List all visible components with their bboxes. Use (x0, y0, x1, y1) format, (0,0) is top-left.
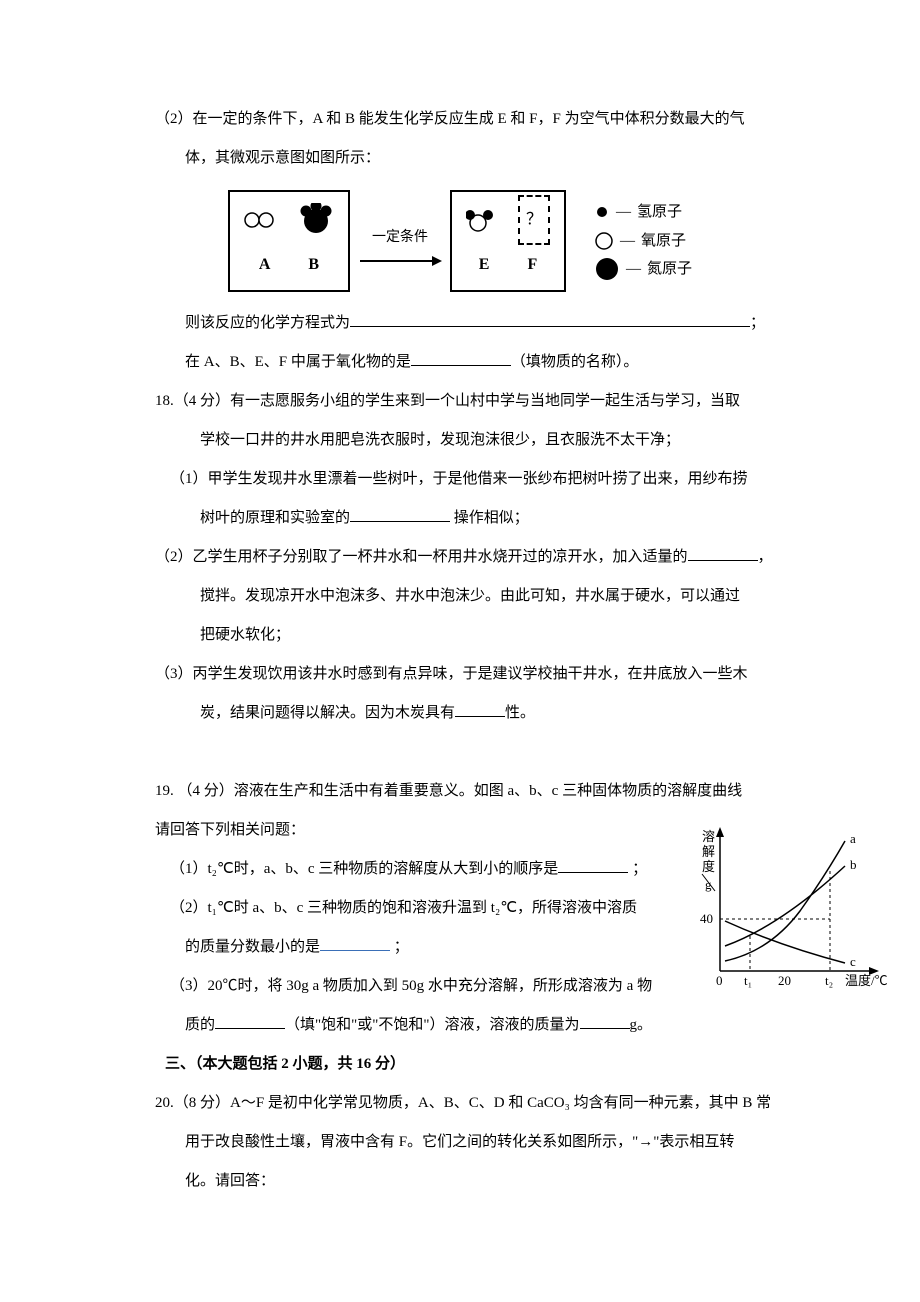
q20-l1: 20.（8 分）A～F 是初中化学常见物质，A、B、C、D 和 CaCO₃ 均含… (70, 1084, 850, 1123)
solubility-chart: 溶 解 度 g 40 a b c 0 t₁ 20 t₂ 温度 (680, 811, 900, 1001)
q18-3a: （3）丙学生发现饮用该井水时感到有点异味，于是建议学校抽干井水，在井底放入一些木 (70, 655, 850, 694)
q20-l3: 化。请回答： (70, 1162, 850, 1201)
curve-a (725, 841, 845, 961)
atom-legend: —氢原子 —氧原子 —氮原子 (594, 198, 692, 284)
label-b: B (308, 244, 319, 286)
q19-1: （1）t₂℃时，a、b、c 三种物质的溶解度从大到小的顺序是 ； (70, 850, 670, 889)
svg-text:b: b (850, 857, 857, 872)
reaction-diagram: A B 一定条件 ？ E F (70, 190, 850, 292)
blank-property[interactable] (455, 702, 505, 717)
q20-l2: 用于改良酸性土壤，胃液中含有 F。它们之间的转化关系如图所示，"→"表示相互转 (70, 1123, 850, 1162)
ytick-40: 40 (700, 911, 713, 926)
blank-smallest[interactable] (320, 936, 390, 951)
curve-b (725, 866, 845, 946)
q17-2-oxide-line: 在 A、B、E、F 中属于氧化物的是（填物质的名称）。 (70, 343, 850, 382)
q18-2b: 搅拌。发现凉开水中泡沫多、井水中泡沫少。由此可知，井水属于硬水，可以通过 (70, 577, 850, 616)
label-e: E (479, 244, 490, 286)
q17-2-equation-line: 则该反应的化学方程式为； (70, 304, 850, 343)
svg-text:t₁: t₁ (744, 973, 752, 988)
reactant-box: A B (228, 190, 350, 292)
reaction-arrow: 一定条件 (360, 220, 440, 262)
product-box: ？ E F (450, 190, 566, 292)
q17-2-line2: 体，其微观示意图如图所示： (70, 139, 850, 178)
q19-3a: （3）20℃时，将 30g a 物质加入到 50g 水中充分溶解，所形成溶液为 … (70, 967, 670, 1006)
q18-2a: （2）乙学生用杯子分别取了一杯井水和一杯用井水烧开过的凉开水，加入适量的， (70, 538, 850, 577)
q19-2a: （2）t₁℃时 a、b、c 三种物质的饱和溶液升温到 t₂℃，所得溶液中溶质 (70, 889, 670, 928)
svg-text:20: 20 (778, 973, 791, 988)
blank-operation[interactable] (350, 507, 450, 522)
svg-text:c: c (850, 954, 856, 969)
nitrogen-atom-icon (594, 256, 620, 282)
label-f: F (527, 244, 537, 286)
blank-equation[interactable] (350, 312, 750, 327)
blank-soap[interactable] (688, 546, 758, 561)
svg-text:温度/℃: 温度/℃ (845, 973, 888, 988)
svg-text:a: a (850, 831, 856, 846)
q18-head2: 学校一口井的井水用肥皂洗衣服时，发现泡沫很少，且衣服洗不太干净； (70, 421, 850, 460)
ylabel-2: 解 (702, 844, 715, 859)
q18-2c: 把硬水软化； (70, 616, 850, 655)
oxygen-atom-icon (594, 231, 614, 251)
hydrogen-atom-icon (594, 204, 610, 220)
molecule-f-unknown: ？ (518, 195, 550, 245)
section-3-title: 三、（本大题包括 2 小题，共 16 分） (70, 1045, 850, 1084)
q19-head: 19. （4 分）溶液在生产和生活中有着重要意义。如图 a、b、c 三种固体物质… (70, 772, 850, 811)
molecule-e (466, 207, 496, 233)
blank-oxide[interactable] (411, 351, 511, 366)
q19-2b: 的质量分数最小的是 ； (70, 928, 670, 967)
svg-text:t₂: t₂ (825, 973, 833, 988)
blank-saturated[interactable] (215, 1014, 285, 1029)
q18-head: 18.（4 分）有一志愿服务小组的学生来到一个山村中学与当地同学一起生活与学习，… (70, 382, 850, 421)
molecule-a (244, 210, 276, 230)
q18-3b: 炭，结果问题得以解决。因为木炭具有性。 (70, 694, 850, 733)
q18-1b: 树叶的原理和实验室的 操作相似； (70, 499, 850, 538)
q17-2-line1: （2）在一定的条件下，A 和 B 能发生化学反应生成 E 和 F，F 为空气中体… (70, 100, 850, 139)
q19-head2: 请回答下列相关问题： (70, 811, 670, 850)
q19-3b: 质的（填"饱和"或"不饱和"）溶液，溶液的质量为g。 (70, 1006, 670, 1045)
svg-text:0: 0 (716, 973, 723, 988)
blank-order[interactable] (558, 858, 628, 873)
ylabel-3: 度 (702, 859, 715, 874)
q18-1a: （1）甲学生发现井水里漂着一些树叶，于是他借来一张纱布把树叶捞了出来，用纱布捞 (70, 460, 850, 499)
label-a: A (259, 244, 271, 286)
ylabel-1: 溶 (702, 829, 715, 844)
blank-mass[interactable] (580, 1014, 630, 1029)
molecule-b (298, 203, 334, 237)
